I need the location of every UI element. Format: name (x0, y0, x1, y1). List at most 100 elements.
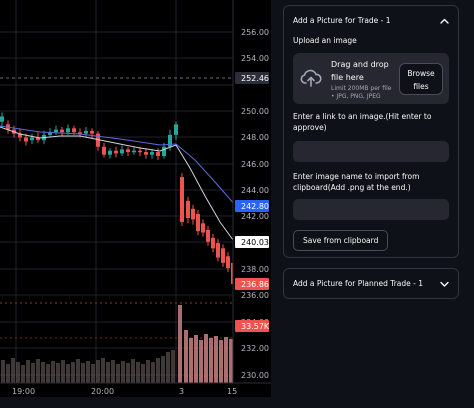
volume-bar (194, 335, 198, 383)
candle-body (0, 116, 4, 122)
price-tick-label: 248.00 (241, 133, 269, 142)
chevron-down-icon[interactable] (439, 279, 449, 289)
upload-label: Upload an image (293, 36, 357, 45)
candle-body (201, 223, 205, 233)
candle-body (126, 149, 130, 153)
candle-body (144, 152, 148, 155)
price-tick-label: 242.00 (241, 212, 269, 221)
volume-bar (86, 361, 90, 383)
candle-body (191, 208, 195, 220)
candle-body (78, 132, 82, 134)
image-name-input[interactable] (293, 199, 449, 220)
candle-body (138, 150, 142, 153)
candle-body (150, 152, 154, 155)
volume-bar (61, 360, 65, 383)
volume-bar (214, 336, 218, 383)
candle-body (108, 150, 112, 155)
candle-body (96, 133, 100, 147)
volume-bar (111, 360, 115, 383)
dropzone-types: • JPG, PNG, JPEG (331, 93, 381, 100)
expander-header[interactable]: Add a Picture for Planned Trade - 1 (284, 269, 458, 298)
volume-bar (224, 337, 228, 383)
volume-bar (66, 364, 70, 383)
volume-bar (36, 359, 40, 383)
candle-body (132, 150, 136, 153)
time-tick-label: 15 (227, 387, 237, 396)
candle-body (216, 243, 220, 258)
time-tick-label: 20:00 (91, 387, 114, 396)
price-tick-label: 256.00 (241, 28, 269, 37)
bottom-strip (0, 397, 474, 408)
volume-bar (219, 340, 223, 383)
candle-body (114, 150, 118, 154)
expander-title: Add a Picture for Trade - 1 (293, 16, 391, 25)
price-badge (235, 200, 269, 212)
volume-bar (146, 360, 150, 383)
image-link-input[interactable] (293, 141, 449, 162)
volume-bar (1, 360, 5, 383)
time-tick-label: 3 (179, 387, 184, 396)
candle-body (102, 146, 106, 155)
volume-bar (116, 364, 120, 383)
browse-files-button[interactable]: Browse files (399, 63, 443, 95)
dropzone-hint: Limit 200MB per file • JPG, PNG, JPEG (331, 85, 401, 101)
candle-body (120, 149, 124, 154)
volume-bar (96, 360, 100, 383)
volume-bar (56, 363, 60, 383)
price-badge-label: 242.80 (241, 202, 269, 211)
candle-body (60, 129, 64, 133)
volume-bar (6, 364, 10, 383)
volume-bar (229, 339, 233, 383)
volume-bar (26, 360, 30, 383)
volume-bar (166, 352, 170, 383)
volume-bar (121, 361, 125, 383)
save-from-clipboard-button[interactable]: Save from clipboard (293, 230, 389, 251)
candle-body (156, 152, 160, 157)
volume-bar (21, 365, 25, 383)
price-badge (235, 72, 269, 84)
volume-bar (16, 362, 20, 383)
volume-bar (71, 362, 75, 383)
volume-bar (101, 358, 105, 383)
image-name-label: Enter image name to import from clipboar… (293, 172, 420, 192)
volume-bar (204, 334, 208, 383)
expander-planned-trade-picture: Add a Picture for Planned Trade - 1 (283, 268, 459, 299)
volume-bar (136, 362, 140, 383)
expander-trade-picture: Add a Picture for Trade - 1 Upload an im… (283, 5, 459, 258)
candle-body (18, 133, 22, 138)
candle-body (30, 137, 34, 141)
volume-bar (184, 330, 188, 383)
price-badge (235, 236, 269, 248)
candle-body (54, 129, 58, 133)
volume-bar (106, 362, 110, 383)
candle-body (162, 146, 166, 157)
candle-body (211, 237, 215, 249)
candle-body (196, 214, 200, 232)
file-dropzone[interactable]: Drag and drop file here Limit 200MB per … (293, 53, 449, 104)
chart-canvas[interactable]: 256.00 254.00 250.00 248.00 246.00 244.00 242.… (0, 0, 271, 397)
candle-body (72, 128, 76, 133)
volume-bar (76, 359, 80, 383)
price-tick-label: 244.00 (241, 186, 269, 195)
price-tick-label: 236.00 (241, 291, 269, 300)
candle-body (206, 229, 210, 242)
right-panel: Add a Picture for Trade - 1 Upload an im… (283, 5, 459, 299)
moving-average-blue (0, 125, 237, 207)
candle-body (36, 137, 40, 141)
price-badge-label: 252.46 (241, 74, 269, 83)
price-chart[interactable]: 256.00 254.00 250.00 248.00 246.00 244.00 242.… (0, 0, 271, 397)
volume-bar (189, 338, 193, 383)
candle-body (180, 177, 184, 222)
volume-bar (171, 350, 175, 383)
volume-bar (81, 363, 85, 383)
time-tick-label: 19:00 (12, 387, 35, 396)
price-badge-label: 33.57K (241, 322, 270, 331)
volume-bar (209, 338, 213, 383)
volume-bar (31, 363, 35, 383)
expander-header[interactable]: Add a Picture for Trade - 1 (284, 6, 458, 35)
volume-bar (91, 364, 95, 383)
price-tick-label: 230.00 (241, 371, 269, 380)
volume-bar (178, 305, 182, 383)
chevron-up-icon[interactable] (439, 16, 449, 26)
